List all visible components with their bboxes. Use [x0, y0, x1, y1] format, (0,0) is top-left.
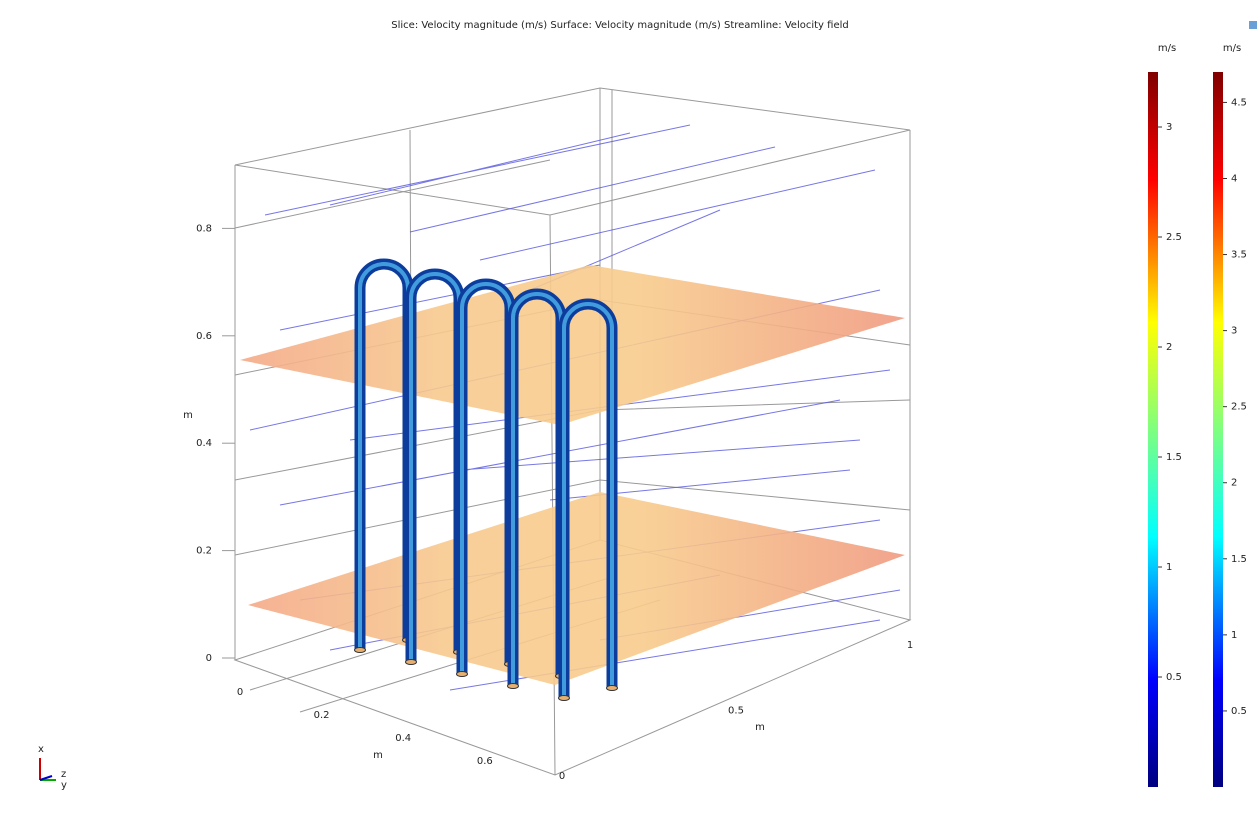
pipe-end	[607, 686, 618, 691]
pipe-end	[457, 672, 468, 677]
colorbar-tick-label: 4.5	[1231, 97, 1247, 108]
axis-label: m	[183, 410, 193, 421]
colorbar-tick-label: 1	[1166, 562, 1172, 573]
toolbar-icon[interactable]	[1249, 21, 1257, 29]
slices	[240, 265, 905, 685]
pipe-end	[559, 696, 570, 701]
upper-slice	[240, 265, 905, 425]
tick-label: 0.2	[314, 710, 330, 721]
tick-label: 0.6	[196, 331, 212, 342]
triad: x z y	[38, 744, 67, 791]
colorbar-tick-label: 3	[1166, 122, 1172, 133]
colorbar-tick-label: 3.5	[1231, 250, 1247, 261]
axis-label: m	[755, 722, 765, 733]
colorbar-tick-label: 0.5	[1231, 706, 1247, 717]
lower-slice	[248, 492, 905, 685]
colorbar-tick-label: 3	[1231, 326, 1237, 337]
axis-label: m	[373, 750, 383, 761]
colorbar-tick-label: 2	[1166, 342, 1172, 353]
colorbar-tick-label: 0.5	[1166, 672, 1182, 683]
tick-label: 0	[559, 771, 565, 782]
colorbar-tick-label: 2.5	[1166, 232, 1182, 243]
triad-z: z	[61, 769, 66, 780]
tick-label: 0	[237, 687, 243, 698]
tick-label: 0.4	[196, 438, 212, 449]
colorbar	[1213, 72, 1223, 787]
tick-label: 0.2	[196, 546, 212, 557]
plot-window: Slice: Velocity magnitude (m/s) Surface:…	[0, 0, 1260, 811]
pipe-end	[355, 648, 366, 653]
tick-label: 0.6	[477, 756, 493, 767]
colorbar-unit: m/s	[1223, 43, 1241, 54]
tick-label: 0.5	[728, 706, 744, 717]
colorbar-tick-label: 2	[1231, 478, 1237, 489]
colorbar	[1148, 72, 1158, 787]
colorbar-tick-label: 1	[1231, 630, 1237, 641]
triad-x: x	[38, 744, 44, 755]
colorbar-unit: m/s	[1158, 43, 1176, 54]
tick-label: 1	[907, 640, 913, 651]
colorbar-tick-label: 1.5	[1166, 452, 1182, 463]
plot-title: Slice: Velocity magnitude (m/s) Surface:…	[391, 20, 848, 31]
tick-label: 0.8	[196, 223, 212, 234]
tick-label: 0.4	[395, 733, 411, 744]
colorbar-tick-label: 1.5	[1231, 554, 1247, 565]
tick-label: 0	[206, 653, 212, 664]
colorbar-tick-label: 2.5	[1231, 402, 1247, 413]
pipe-end	[406, 660, 417, 665]
colorbar-tick-label: 4	[1231, 173, 1237, 184]
pipe-end	[508, 684, 519, 689]
triad-y: y	[61, 780, 67, 791]
